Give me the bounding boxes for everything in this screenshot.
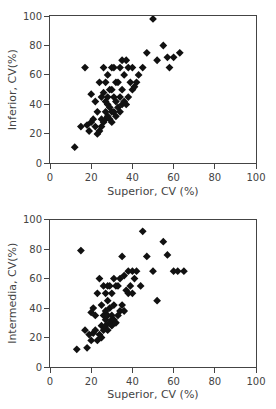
- svg-text:100: 100: [246, 172, 265, 183]
- svg-text:0: 0: [47, 376, 53, 387]
- svg-text:Intermedia, CV(%): Intermedia, CV(%): [6, 243, 19, 344]
- svg-text:60: 60: [29, 273, 42, 284]
- svg-text:40: 40: [126, 376, 139, 387]
- svg-text:0: 0: [47, 172, 53, 183]
- svg-text:20: 20: [29, 332, 42, 343]
- svg-text:20: 20: [85, 376, 98, 387]
- svg-text:0: 0: [36, 362, 42, 373]
- svg-text:100: 100: [23, 214, 42, 225]
- svg-text:20: 20: [29, 128, 42, 139]
- svg-text:100: 100: [23, 11, 42, 22]
- svg-text:80: 80: [29, 244, 42, 255]
- svg-text:80: 80: [208, 172, 221, 183]
- svg-text:Superior, CV (%): Superior, CV (%): [107, 388, 198, 401]
- svg-text:Superior, CV (%): Superior, CV (%): [107, 185, 198, 198]
- svg-text:80: 80: [29, 40, 42, 51]
- svg-text:40: 40: [126, 172, 139, 183]
- svg-text:40: 40: [29, 303, 42, 314]
- svg-text:0: 0: [36, 158, 42, 169]
- svg-text:60: 60: [167, 172, 180, 183]
- svg-text:Inferior, CV(%): Inferior, CV(%): [6, 49, 19, 130]
- svg-text:60: 60: [167, 376, 180, 387]
- svg-text:80: 80: [208, 376, 221, 387]
- svg-text:40: 40: [29, 99, 42, 110]
- svg-text:100: 100: [246, 376, 265, 387]
- svg-text:20: 20: [85, 172, 98, 183]
- svg-text:60: 60: [29, 69, 42, 80]
